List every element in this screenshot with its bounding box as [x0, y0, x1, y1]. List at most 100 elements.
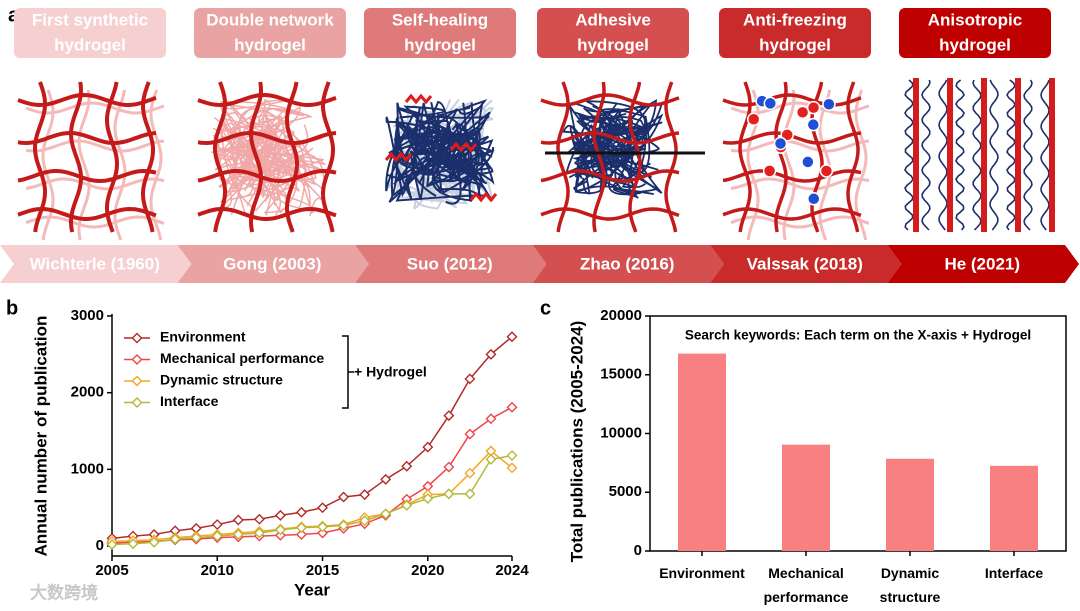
network-strand [113, 89, 127, 241]
hydrogel-illustration [384, 93, 498, 210]
network-strand [388, 123, 495, 186]
milestone-title: hydrogel [939, 35, 1011, 54]
network-strand [540, 93, 680, 107]
data-point [295, 506, 307, 518]
data-point [422, 493, 434, 504]
network-strand [77, 89, 91, 241]
timeline-arrow [355, 245, 547, 283]
legend-label: Dynamic structure [160, 372, 283, 388]
milestone-box [537, 8, 689, 58]
network-strand [140, 81, 155, 233]
data-point [211, 519, 223, 531]
dynamic-bond [469, 191, 498, 203]
network-strand [25, 215, 165, 229]
ion [746, 112, 761, 127]
network-strand [722, 169, 862, 183]
x-tick-label: Environment [659, 565, 745, 581]
annotation: Search keywords: Each term on the X-axis… [685, 328, 1031, 343]
bar [782, 444, 830, 551]
aligned-fiber [1049, 78, 1055, 232]
milestone-author: Valssak (2018) [747, 254, 863, 273]
x-tick-label: 2010 [201, 562, 234, 579]
legend-bracket [342, 335, 349, 409]
ion [773, 136, 788, 151]
network-strand [320, 81, 335, 233]
y-tick-label: 5000 [609, 483, 642, 500]
data-point [464, 428, 476, 440]
network-strand [17, 92, 157, 108]
network-strand [25, 139, 165, 153]
network-strand [17, 206, 157, 221]
network-strand [782, 89, 796, 241]
legend-marker [131, 375, 143, 387]
data-point [190, 532, 202, 544]
data-point [317, 521, 329, 533]
data-point [506, 331, 518, 343]
data-point [232, 514, 244, 526]
data-point [464, 467, 476, 479]
data-point [485, 348, 497, 360]
network-strand [212, 81, 228, 233]
data-point [106, 539, 118, 550]
x-tick-label: Interface [984, 565, 1044, 581]
data-point [317, 502, 329, 514]
data-point [443, 461, 455, 473]
milestone-title: Anisotropic [928, 10, 1022, 29]
aligned-chain [989, 79, 999, 231]
ion [806, 100, 821, 115]
data-point [253, 527, 265, 539]
bar [990, 465, 1038, 551]
network-strand [566, 102, 655, 169]
data-point [127, 538, 139, 550]
milestone-title: Adhesive [575, 10, 651, 29]
network-strand [390, 119, 448, 198]
bar [678, 353, 726, 551]
data-point [380, 473, 392, 485]
data-point [232, 529, 244, 541]
y-tick-label: 2000 [71, 384, 104, 401]
milestone-box [364, 8, 516, 58]
milestone-title: hydrogel [54, 35, 126, 54]
milestone-title: Anti-freezing [743, 10, 847, 29]
y-tick-label: 10000 [600, 424, 642, 441]
network-strand [385, 99, 488, 192]
data-point [401, 499, 413, 511]
series-line [111, 336, 513, 540]
x-tick-label: 2024 [495, 562, 529, 579]
data-point [464, 373, 476, 385]
milestone-title: First synthetic [32, 10, 148, 29]
data-point [148, 536, 160, 548]
network-strand [41, 89, 55, 241]
network-strand [222, 99, 295, 217]
data-point [401, 460, 413, 472]
network-strand [774, 81, 788, 233]
network-strand [17, 130, 157, 146]
ion [819, 164, 834, 178]
aligned-chain [921, 79, 931, 231]
data-point [295, 522, 307, 534]
data-point [485, 413, 497, 425]
legend-label: Mechanical performance [160, 350, 324, 366]
data-point [443, 410, 455, 422]
data-point [506, 401, 518, 413]
series-line [111, 406, 513, 544]
network-strand [730, 177, 870, 191]
milestone-box [14, 8, 166, 58]
network-strand [722, 93, 862, 107]
timeline-arrow [0, 245, 192, 283]
aligned-fiber [981, 78, 987, 232]
milestone-title: hydrogel [234, 35, 306, 54]
ion [762, 164, 777, 178]
legend-label: Environment [160, 329, 246, 345]
network-strand [385, 116, 493, 201]
network-strand [197, 92, 337, 108]
network-strand [540, 169, 680, 183]
data-point [359, 515, 371, 527]
milestone-author: Zhao (2016) [580, 254, 674, 273]
aligned-fiber [913, 78, 919, 232]
milestone-author: Gong (2003) [223, 254, 321, 273]
aligned-chain [972, 79, 982, 231]
milestone-title: hydrogel [759, 35, 831, 54]
